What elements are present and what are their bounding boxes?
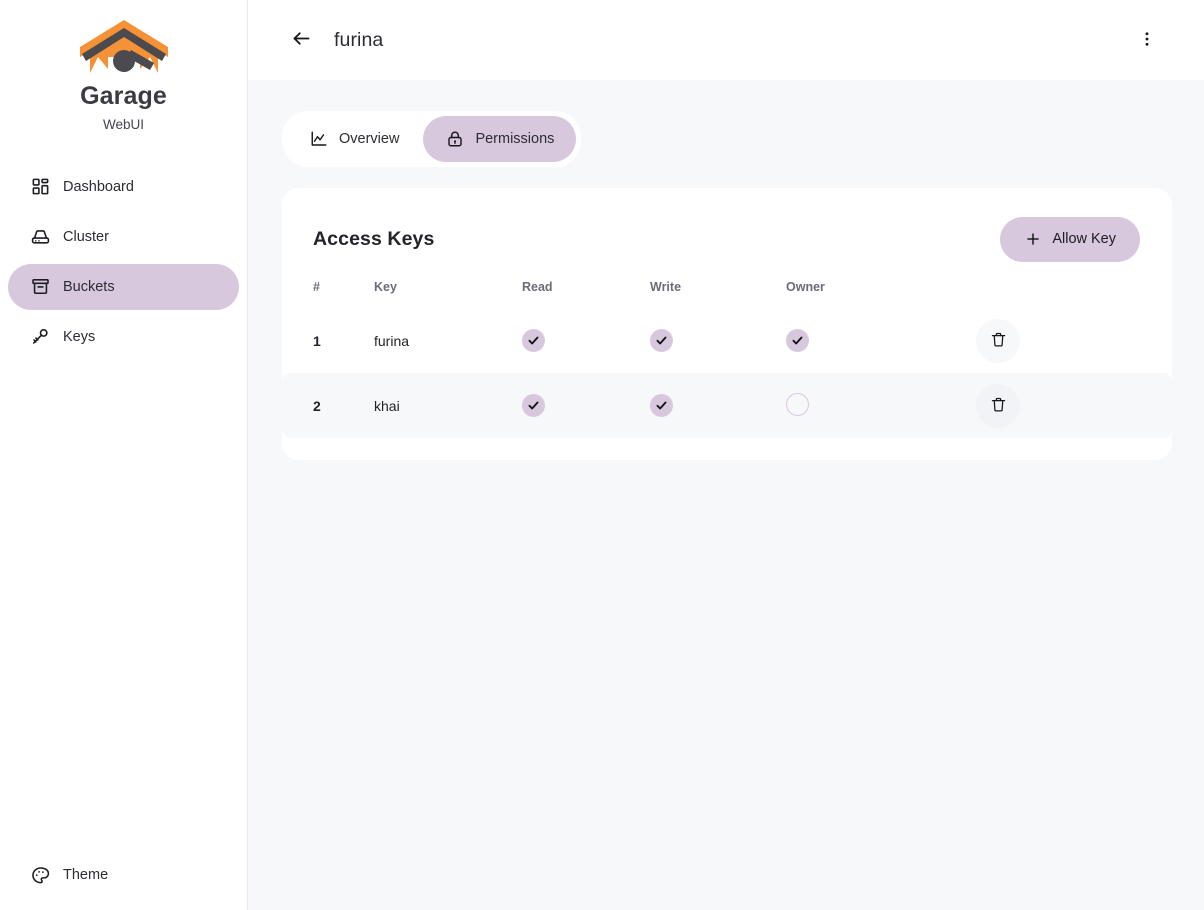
access-keys-table: # Key Read Write Owner 1 furina bbox=[282, 280, 1172, 438]
tab-overview[interactable]: Overview bbox=[287, 116, 421, 162]
delete-key-button[interactable] bbox=[976, 318, 1020, 363]
column-header-owner: Owner bbox=[786, 280, 825, 294]
tab-bar: Overview Permissions bbox=[282, 111, 582, 167]
row-key-name: furina bbox=[374, 332, 410, 349]
allow-key-label: Allow Key bbox=[1052, 231, 1116, 247]
row-actions-cell bbox=[966, 373, 1172, 438]
content-area: Overview Permissions bbox=[248, 80, 1204, 910]
row-read-cell bbox=[522, 308, 650, 373]
sidebar-item-cluster[interactable]: Cluster bbox=[8, 214, 239, 260]
sidebar-item-label: Buckets bbox=[63, 278, 115, 295]
column-header-write: Write bbox=[650, 280, 682, 294]
read-checkbox-checked[interactable] bbox=[522, 329, 545, 352]
row-index: 1 bbox=[313, 332, 321, 349]
more-options-button[interactable] bbox=[1130, 23, 1164, 57]
sidebar-nav: Dashboard Cluster bbox=[0, 164, 247, 360]
column-header-actions bbox=[966, 280, 1172, 308]
column-header-num: # bbox=[313, 280, 320, 294]
owner-checkbox-checked[interactable] bbox=[786, 329, 809, 352]
delete-key-button[interactable] bbox=[976, 383, 1020, 428]
column-header-read: Read bbox=[522, 280, 553, 294]
allow-key-button[interactable]: Allow Key bbox=[1000, 216, 1140, 262]
page-title: furina bbox=[334, 28, 384, 51]
tab-label: Overview bbox=[339, 131, 400, 147]
sidebar-item-keys[interactable]: Keys bbox=[8, 314, 239, 360]
trash-icon bbox=[990, 396, 1007, 416]
archive-box-icon bbox=[30, 277, 50, 297]
sidebar-item-label: Keys bbox=[63, 328, 96, 345]
brand-name: Garage bbox=[80, 82, 167, 110]
tab-permissions[interactable]: Permissions bbox=[423, 116, 577, 162]
garage-logo-icon bbox=[76, 16, 172, 78]
sidebar: Garage WebUI Dashboard bbox=[0, 0, 248, 910]
theme-button-label: Theme bbox=[63, 867, 109, 883]
table-head: # Key Read Write Owner bbox=[282, 280, 1172, 308]
write-checkbox-checked[interactable] bbox=[650, 329, 673, 352]
sidebar-item-buckets[interactable]: Buckets bbox=[8, 263, 239, 310]
row-owner-cell bbox=[786, 373, 966, 438]
sidebar-item-label: Dashboard bbox=[63, 178, 134, 195]
row-actions-cell bbox=[966, 308, 1172, 373]
row-key-name: khai bbox=[374, 373, 522, 438]
column-header-key: Key bbox=[374, 280, 397, 294]
read-checkbox-checked[interactable] bbox=[522, 394, 545, 417]
sidebar-item-dashboard[interactable]: Dashboard bbox=[8, 164, 239, 210]
row-write-cell bbox=[650, 373, 786, 438]
back-button[interactable] bbox=[284, 23, 318, 57]
row-owner-cell bbox=[786, 308, 966, 373]
top-bar: furina bbox=[248, 0, 1204, 80]
chart-line-icon bbox=[309, 130, 328, 149]
palette-icon bbox=[30, 865, 50, 885]
trash-icon bbox=[990, 331, 1007, 351]
table-body: 1 furina bbox=[282, 308, 1172, 438]
theme-button[interactable]: Theme bbox=[8, 854, 130, 896]
hard-drive-icon bbox=[30, 227, 50, 247]
table-row: 2 khai bbox=[282, 373, 1172, 438]
more-vertical-icon bbox=[1138, 30, 1156, 51]
lock-icon bbox=[445, 130, 464, 149]
tab-label: Permissions bbox=[475, 131, 555, 147]
table-row: 1 furina bbox=[282, 308, 1172, 373]
arrow-left-icon bbox=[291, 28, 312, 52]
row-index: 2 bbox=[282, 373, 374, 438]
card-header: Access Keys Allow Key bbox=[282, 216, 1172, 262]
brand-subtitle: WebUI bbox=[102, 116, 144, 132]
owner-checkbox-unchecked[interactable] bbox=[786, 392, 809, 416]
access-keys-card: Access Keys Allow Key # bbox=[282, 188, 1172, 460]
key-icon bbox=[30, 327, 50, 347]
main-area: furina bbox=[248, 0, 1204, 910]
table-header-row: # Key Read Write Owner bbox=[282, 280, 1172, 308]
plus-icon bbox=[1024, 231, 1041, 248]
sidebar-item-label: Cluster bbox=[63, 228, 109, 245]
write-checkbox-checked[interactable] bbox=[650, 394, 673, 417]
row-read-cell bbox=[522, 373, 650, 438]
card-title: Access Keys bbox=[313, 227, 435, 250]
row-write-cell bbox=[650, 308, 786, 373]
layout-grid-icon bbox=[30, 177, 50, 197]
brand-block: Garage WebUI bbox=[0, 0, 247, 132]
